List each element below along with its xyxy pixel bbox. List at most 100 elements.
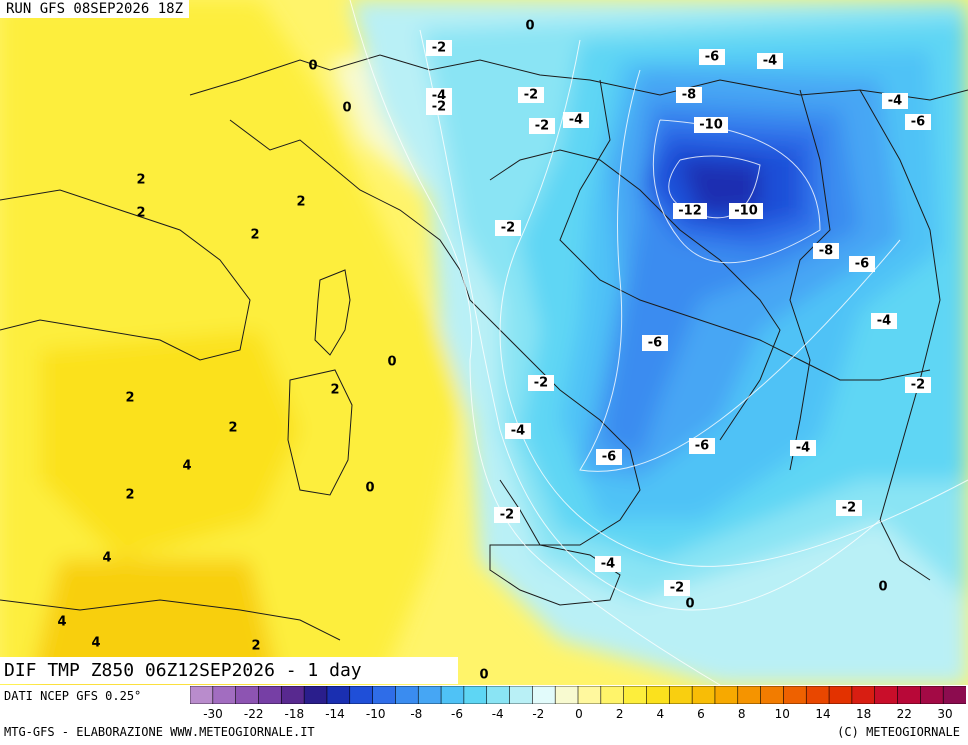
svg-text:-4: -4 xyxy=(601,557,615,572)
svg-text:0: 0 xyxy=(387,355,396,370)
color-scale-tick-label: 0 xyxy=(575,707,583,721)
color-scale-tick-label: 22 xyxy=(896,707,912,721)
color-scale-swatch xyxy=(554,686,579,704)
svg-text:-2: -2 xyxy=(501,221,515,236)
contour-label: 2 xyxy=(136,173,145,188)
contour-label: 2 xyxy=(296,195,305,210)
contour-label: 0 xyxy=(479,668,488,683)
color-scale-tick-label: 14 xyxy=(815,707,831,721)
color-scale-swatch xyxy=(417,686,442,704)
svg-text:-6: -6 xyxy=(705,50,719,65)
color-scale-ticks: -30 -22 -18 -14 -10 -8 -6 -4 -2 0 2 4 6 8 10 14 18 22 30 xyxy=(0,707,968,723)
contour-label: 0 xyxy=(878,580,887,595)
svg-text:-6: -6 xyxy=(695,439,709,454)
contour-label: -2 xyxy=(528,375,554,391)
svg-text:2: 2 xyxy=(250,228,259,243)
color-scale-tick-label: -18 xyxy=(284,707,305,721)
contour-label: 4 xyxy=(91,636,100,651)
color-scale-swatch xyxy=(532,686,556,704)
contour-label: 4 xyxy=(182,459,191,474)
color-scale-tick-label: -22 xyxy=(243,707,264,721)
contour-label: 2 xyxy=(250,228,259,243)
contour-label: 0 xyxy=(387,355,396,370)
color-scale-swatch xyxy=(577,686,602,704)
contour-label: -4 xyxy=(790,440,816,456)
color-scale-swatch xyxy=(851,686,876,704)
run-label: RUN GFS 08SEP2026 18Z xyxy=(0,0,190,18)
color-scale-tick-label: 10 xyxy=(774,707,790,721)
color-scale-swatch xyxy=(897,686,921,704)
svg-text:-10: -10 xyxy=(734,204,758,219)
color-scale-swatch xyxy=(258,686,282,704)
svg-text:-2: -2 xyxy=(534,376,548,391)
contour-label: 0 xyxy=(525,19,534,34)
contour-label: -6 xyxy=(596,449,622,465)
color-scale-swatch xyxy=(212,686,237,704)
contour-label: 0 xyxy=(308,59,317,74)
color-scale-tick-label: -6 xyxy=(451,707,463,721)
color-scale-bar xyxy=(190,686,966,704)
temperature-anomaly-map: 0 -2 0 0 -4 -2 -2 -2 -4 -6 -4 -8 -4 -10 … xyxy=(0,0,968,685)
contour-label: -10 xyxy=(729,203,763,219)
color-scale-swatch xyxy=(463,686,488,704)
color-scale-swatch xyxy=(828,686,853,704)
contour-label: 0 xyxy=(685,597,694,612)
color-scale-tick-label: -14 xyxy=(325,707,345,721)
footer-copyright: (C) METEOGIORNALE xyxy=(837,725,960,739)
contour-label: -4 xyxy=(563,112,589,128)
contour-label: 2 xyxy=(125,488,134,503)
contour-label: -2 xyxy=(426,99,452,115)
contour-label: 2 xyxy=(228,421,237,436)
svg-text:2: 2 xyxy=(136,173,145,188)
color-scale-swatch xyxy=(920,686,944,704)
svg-text:2: 2 xyxy=(136,206,145,221)
contour-label: -6 xyxy=(642,335,668,351)
svg-text:-4: -4 xyxy=(569,113,583,128)
contour-label: 2 xyxy=(136,206,145,221)
contour-label: -8 xyxy=(813,243,839,259)
footer-credit: MTG-GFS - ELABORAZIONE WWW.METEOGIORNALE… xyxy=(4,725,315,739)
contour-label: -6 xyxy=(689,438,715,454)
map-title: DIF TMP Z850 06Z12SEP2026 - 1 day xyxy=(0,657,458,684)
color-scale-tick-label: -8 xyxy=(410,707,423,721)
svg-text:-2: -2 xyxy=(670,581,684,596)
contour-label: 2 xyxy=(125,391,134,406)
svg-text:0: 0 xyxy=(365,481,374,496)
color-scale-swatch xyxy=(280,686,305,704)
contour-label: -2 xyxy=(518,87,544,103)
svg-text:-4: -4 xyxy=(796,441,810,456)
svg-text:-2: -2 xyxy=(432,41,446,56)
contour-label: -8 xyxy=(676,87,702,103)
svg-text:2: 2 xyxy=(125,488,134,503)
contour-label: -6 xyxy=(849,256,875,272)
data-source-note: DATI NCEP GFS 0.25° xyxy=(4,689,142,703)
color-scale-swatch xyxy=(235,686,260,704)
contour-label: -2 xyxy=(836,500,862,516)
svg-text:2: 2 xyxy=(125,391,134,406)
contour-label: -4 xyxy=(505,423,531,439)
color-scale-swatch xyxy=(805,686,830,704)
svg-text:-6: -6 xyxy=(911,115,925,130)
svg-text:-6: -6 xyxy=(648,336,662,351)
svg-text:0: 0 xyxy=(342,101,351,116)
contour-labels: 0 -2 0 0 -4 -2 -2 -2 -4 -6 -4 -8 -4 -10 … xyxy=(57,19,931,683)
svg-text:2: 2 xyxy=(330,383,339,398)
svg-text:-6: -6 xyxy=(855,257,869,272)
svg-text:2: 2 xyxy=(228,421,237,436)
svg-text:-2: -2 xyxy=(842,501,856,516)
svg-text:-4: -4 xyxy=(763,54,777,69)
svg-text:0: 0 xyxy=(878,580,887,595)
color-scale-swatch xyxy=(372,686,397,704)
svg-text:2: 2 xyxy=(251,639,260,654)
contour-label: 4 xyxy=(102,551,111,566)
color-scale-swatch xyxy=(691,686,716,704)
svg-text:4: 4 xyxy=(91,636,100,651)
color-scale-tick-label: 30 xyxy=(937,707,953,721)
color-scale-swatch xyxy=(303,686,328,704)
color-scale-swatch xyxy=(646,686,670,704)
contour-label: -4 xyxy=(882,93,908,109)
svg-text:-2: -2 xyxy=(500,508,514,523)
contour-label: -2 xyxy=(905,377,931,393)
svg-text:-4: -4 xyxy=(888,94,902,109)
svg-text:-10: -10 xyxy=(699,118,723,133)
